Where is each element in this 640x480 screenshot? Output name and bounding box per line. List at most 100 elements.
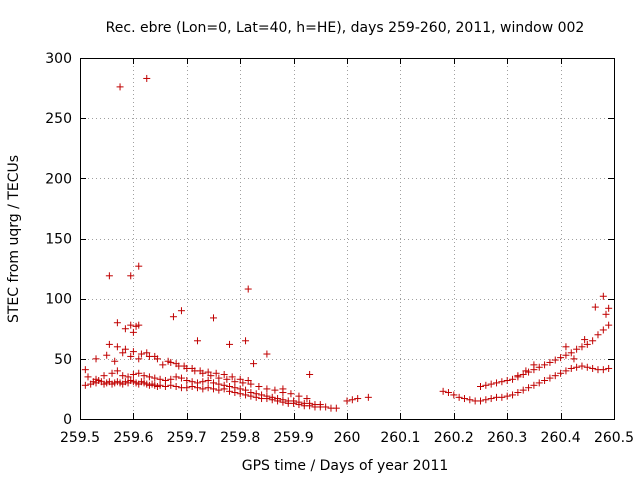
y-tick-label: 250: [45, 111, 72, 127]
data-point: [204, 368, 212, 376]
data-point: [84, 373, 92, 381]
data-point: [578, 362, 586, 370]
data-point: [135, 262, 143, 270]
data-point: [242, 337, 250, 345]
grid: [80, 58, 614, 419]
data-point: [100, 372, 108, 380]
data-point: [493, 379, 501, 387]
data-point: [127, 352, 135, 360]
data-point: [599, 366, 607, 374]
data-point: [183, 384, 191, 392]
data-point: [578, 343, 586, 351]
data-point: [140, 372, 148, 380]
data-point: [151, 374, 159, 382]
x-tick-label: 259.6: [113, 430, 153, 446]
data-point: [199, 385, 207, 393]
y-tick-label: 150: [45, 232, 72, 248]
data-point: [482, 381, 490, 389]
y-tick-labels: 0 50 100 150 200 250 300: [45, 51, 72, 428]
data-point: [263, 392, 271, 400]
data-point: [348, 396, 356, 404]
data-point: [172, 383, 180, 391]
data-point: [591, 303, 599, 311]
y-tick-label: 300: [45, 51, 72, 67]
data-point: [509, 391, 517, 399]
data-point: [541, 361, 549, 369]
x-tick-label: 260: [334, 430, 361, 446]
data-point: [244, 376, 252, 384]
data-point: [605, 321, 613, 329]
data-point: [354, 395, 362, 403]
data-point: [255, 383, 263, 391]
data-point: [105, 340, 113, 348]
data-point: [199, 378, 207, 386]
data-point: [599, 326, 607, 334]
data-point: [207, 372, 215, 380]
data-point: [212, 369, 220, 377]
data-point: [210, 379, 217, 387]
data-point: [204, 384, 212, 392]
data-point: [231, 378, 239, 386]
data-point: [439, 387, 447, 395]
data-point: [124, 373, 132, 381]
data-point: [236, 375, 244, 383]
data-point: [127, 272, 135, 280]
data-point: [450, 391, 458, 399]
data-point: [119, 349, 127, 357]
data-point: [113, 319, 121, 327]
data-point: [164, 357, 172, 365]
data-point: [263, 385, 271, 393]
data-point: [188, 364, 196, 372]
data-point: [605, 304, 613, 312]
data-point: [145, 373, 153, 381]
data-point: [231, 384, 239, 392]
data-point: [589, 337, 597, 345]
data-point: [129, 328, 137, 336]
data-point: [153, 355, 161, 363]
data-point: [135, 369, 143, 377]
data-point: [215, 380, 223, 388]
data-point: [498, 378, 506, 386]
data-point: [247, 380, 255, 388]
chart-title: Rec. ebre (Lon=0, Lat=40, h=HE), days 25…: [106, 20, 585, 36]
data-point: [250, 360, 258, 368]
data-point: [119, 372, 127, 380]
data-point: [455, 393, 463, 401]
data-point: [466, 396, 474, 404]
data-point: [143, 74, 151, 82]
data-point: [215, 386, 223, 394]
data-point: [193, 337, 201, 345]
data-point: [498, 393, 506, 401]
data-point: [279, 385, 287, 393]
data-point: [316, 401, 324, 409]
data-point: [252, 390, 260, 398]
data-point: [223, 375, 231, 383]
data-point: [503, 392, 511, 400]
data-point: [113, 367, 121, 375]
data-point: [535, 363, 543, 371]
data-point: [183, 376, 191, 384]
data-point: [589, 364, 597, 372]
data-point: [551, 356, 559, 364]
x-tick-labels: 259.5 259.6 259.7 259.8 259.9 260 260.1 260.2 26…: [60, 430, 634, 446]
data-point: [295, 398, 303, 406]
data-point: [129, 370, 137, 378]
data-point: [546, 358, 554, 366]
data-point: [279, 396, 287, 404]
data-point: [306, 370, 314, 378]
data-point: [594, 331, 602, 339]
data-point: [487, 395, 495, 403]
data-point: [159, 361, 167, 369]
data-point: [135, 355, 143, 363]
data-point: [562, 367, 570, 375]
data-point: [487, 380, 495, 388]
data-point: [121, 345, 129, 353]
data-point: [236, 385, 244, 393]
data-point: [220, 381, 228, 389]
data-point: [306, 399, 314, 407]
data-point: [188, 378, 196, 386]
data-point: [161, 376, 169, 384]
data-point: [167, 381, 175, 389]
x-tick-label: 260.2: [434, 430, 474, 446]
